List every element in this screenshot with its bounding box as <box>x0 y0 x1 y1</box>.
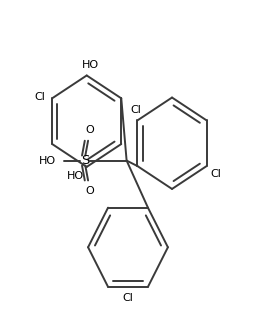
Text: Cl: Cl <box>210 169 221 179</box>
Text: Cl: Cl <box>131 105 142 115</box>
Text: Cl: Cl <box>123 293 133 302</box>
Text: Cl: Cl <box>34 92 45 102</box>
Text: HO: HO <box>67 171 84 181</box>
Text: HO: HO <box>82 60 100 70</box>
Text: HO: HO <box>39 156 56 166</box>
Text: O: O <box>85 125 94 135</box>
Text: S: S <box>81 154 90 167</box>
Text: O: O <box>85 186 94 196</box>
